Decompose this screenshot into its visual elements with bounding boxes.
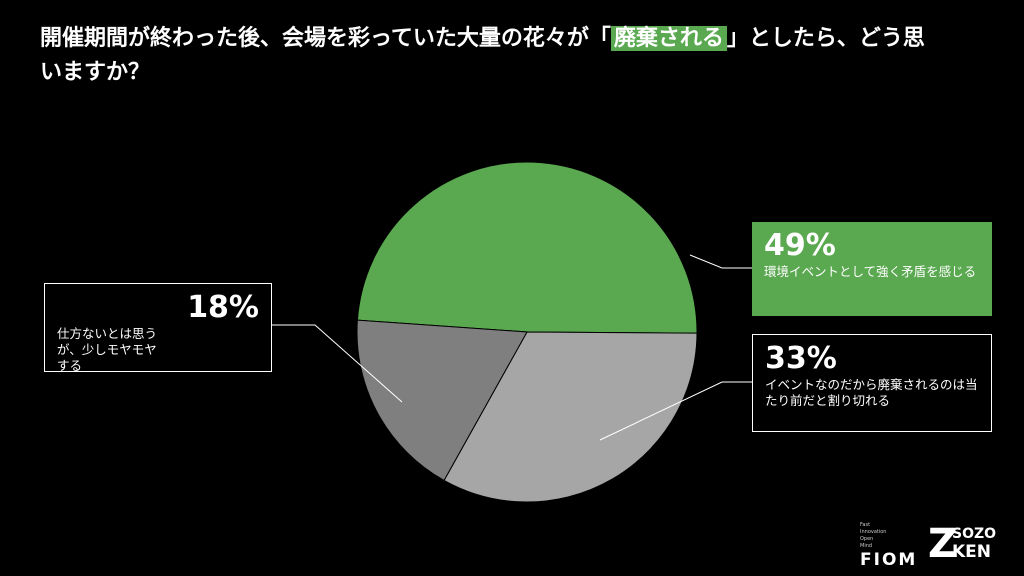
value-label: 18% — [187, 290, 259, 325]
logo-text: FIOM — [860, 550, 918, 570]
logo-word: Fast — [860, 522, 871, 528]
slide-title: 開催期間が終わった後、会場を彩っていた大量の花々が「 廃棄される 」としたら、どう思… — [40, 22, 940, 90]
logo-z: Z — [928, 521, 958, 567]
category-label: 環境イベントとして強く矛盾を感じる — [764, 264, 977, 279]
pie-slice — [356, 319, 528, 482]
value-label: 33% — [765, 341, 837, 376]
label-box: 18% 仕方ないとは思うが、少しモヤモヤする — [44, 283, 272, 373]
label-box: 49% 環境イベントとして強く矛盾を感じる — [752, 222, 992, 316]
logo-word: Innovation — [860, 529, 887, 535]
title-highlight: 廃棄される — [610, 26, 727, 51]
pie-slice — [443, 331, 698, 503]
logo-word: Mind — [860, 543, 873, 549]
title-part: 開催期間が終わった後、会場を彩っていた大量の花々が「 — [40, 26, 611, 51]
logo-fiom: Fast Innovation Open Mind FIOM — [860, 522, 917, 570]
logo-word: Open — [860, 536, 874, 542]
category-label: 仕方ないとは思うが、少しモヤモヤする — [57, 326, 158, 373]
logo-text: KEN — [952, 542, 992, 562]
leader-line — [272, 324, 403, 403]
value-label: 49% — [764, 228, 836, 263]
title-part: 」としたら、どう思いますか？ — [40, 26, 925, 85]
leader-line — [599, 381, 752, 441]
pie-slice — [356, 161, 698, 334]
label-box: 33% イベントなのだから廃棄されるのは当たり前だと割り切れる — [752, 334, 992, 432]
leader-line — [689, 254, 752, 269]
category-label: イベントなのだから廃棄されるのは当たり前だと割り切れる — [765, 377, 978, 408]
logo-text: SOZO — [952, 526, 997, 542]
